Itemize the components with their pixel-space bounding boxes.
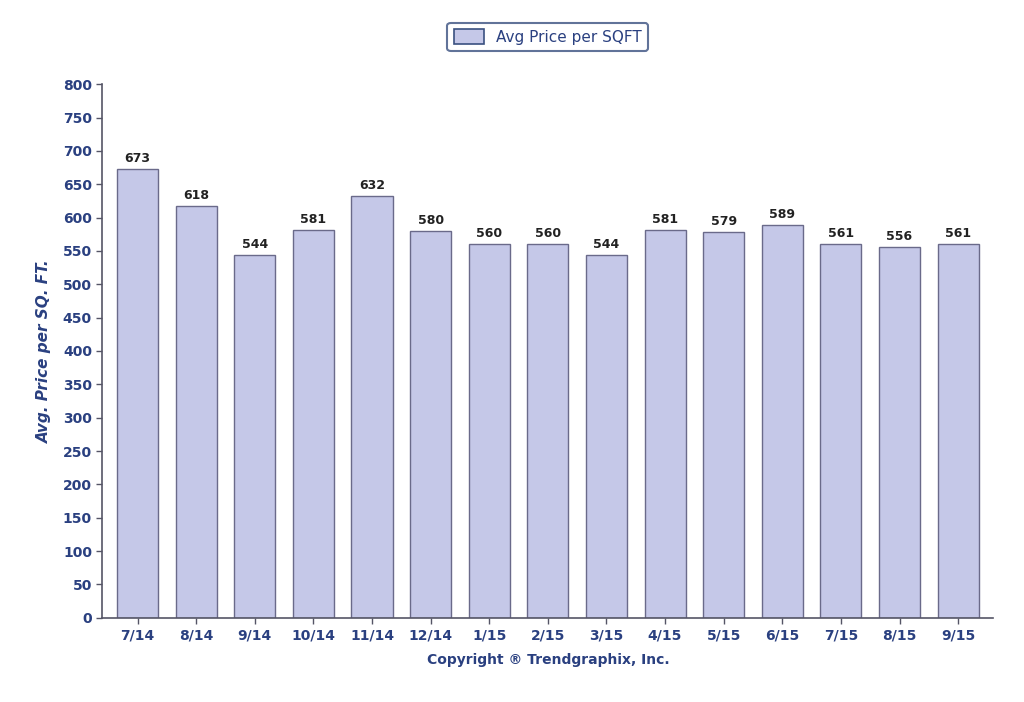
Text: 556: 556 <box>887 230 912 243</box>
Text: 589: 589 <box>769 208 796 221</box>
Bar <box>234 255 275 618</box>
Bar <box>527 244 568 618</box>
Bar <box>644 230 686 618</box>
Bar <box>879 247 920 618</box>
Bar <box>117 169 158 618</box>
Text: 579: 579 <box>711 215 736 227</box>
X-axis label: Copyright ® Trendgraphix, Inc.: Copyright ® Trendgraphix, Inc. <box>427 654 669 668</box>
Bar <box>293 230 334 618</box>
Text: 618: 618 <box>183 189 209 201</box>
Text: 673: 673 <box>125 152 151 165</box>
Text: 561: 561 <box>945 227 971 239</box>
Text: 581: 581 <box>300 213 327 226</box>
Bar <box>586 255 627 618</box>
Text: 544: 544 <box>593 238 620 251</box>
Bar <box>762 225 803 618</box>
Text: 560: 560 <box>535 227 561 240</box>
Text: 580: 580 <box>418 214 443 227</box>
Text: 544: 544 <box>242 238 268 251</box>
Text: 560: 560 <box>476 227 503 240</box>
Y-axis label: Avg. Price per SQ. FT.: Avg. Price per SQ. FT. <box>37 259 52 443</box>
Text: 632: 632 <box>359 179 385 192</box>
Text: 561: 561 <box>827 227 854 239</box>
Bar <box>410 231 452 618</box>
Bar <box>351 197 392 618</box>
Text: 581: 581 <box>652 213 678 226</box>
Bar <box>176 206 217 618</box>
Bar <box>469 244 510 618</box>
Bar <box>938 244 979 618</box>
Legend: Avg Price per SQFT: Avg Price per SQFT <box>447 22 648 51</box>
Bar <box>703 232 744 618</box>
Bar <box>820 244 861 618</box>
